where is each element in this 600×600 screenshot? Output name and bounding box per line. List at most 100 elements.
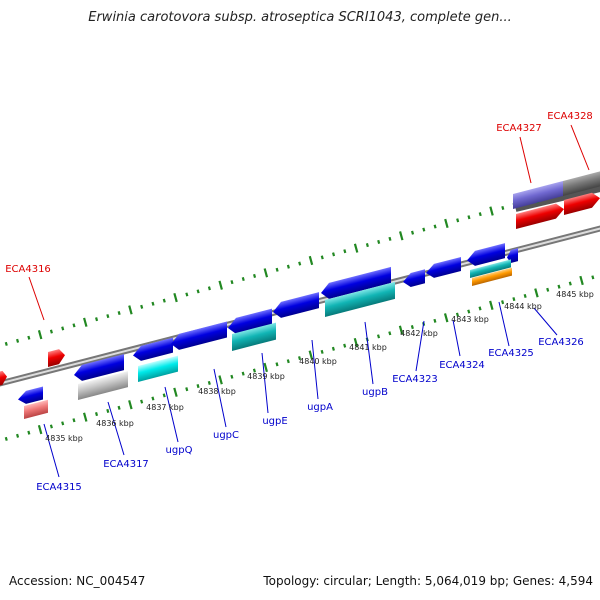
ruler-tick [207, 380, 211, 386]
ruler-tick [444, 218, 449, 229]
kbp-tick-label: 4839 kbp [247, 372, 285, 381]
gene-leader-line [164, 386, 179, 443]
ruler-tick [4, 436, 8, 441]
gene-feature-arrow[interactable] [472, 267, 512, 286]
ruler-tick [353, 243, 359, 253]
gene-feature-arrow[interactable] [228, 308, 272, 336]
gene-label[interactable]: ugpQ [166, 445, 193, 456]
ruler-tick [16, 433, 20, 438]
ruler-tick [388, 236, 392, 241]
gene-feature-arrow[interactable] [232, 322, 276, 351]
ruler-tick [456, 218, 460, 223]
gene-feature-arrow[interactable] [563, 171, 600, 196]
gene-feature-arrow[interactable] [564, 191, 600, 215]
gene-feature-arrow[interactable] [403, 269, 425, 289]
ruler-tick [218, 280, 223, 290]
gene-feature-arrow[interactable] [426, 256, 461, 280]
gene-feature-arrow[interactable] [513, 181, 563, 209]
gene-feature-arrow[interactable] [48, 348, 65, 367]
ruler-tick [388, 331, 392, 336]
gene-label[interactable]: ugpA [307, 402, 333, 413]
ruler-tick [591, 275, 595, 280]
ruler-tick [37, 330, 43, 340]
kbp-tick-label: 4835 kbp [45, 434, 83, 443]
ruler-tick [241, 371, 245, 376]
gene-label[interactable]: ECA4326 [538, 337, 584, 348]
gene-feature-arrow[interactable] [74, 354, 124, 383]
ruler-tick [399, 231, 404, 241]
kbp-tick-label: 4841 kbp [349, 343, 387, 352]
gene-label[interactable]: ugpB [362, 387, 388, 398]
gene-leader-line [519, 136, 532, 184]
gene-label[interactable]: ugpC [213, 430, 239, 441]
ruler-tick [140, 304, 144, 309]
ruler-tick [61, 421, 65, 426]
gene-leader-line [498, 301, 510, 347]
gene-label[interactable]: ECA4323 [392, 374, 438, 385]
genome-summary: Topology: circular; Length: 5,064,019 bp… [263, 574, 593, 588]
ruler-tick [579, 275, 584, 286]
gene-label[interactable]: ECA4324 [439, 360, 485, 371]
ruler-tick [377, 239, 381, 244]
gene-leader-line [415, 320, 425, 372]
kbp-tick-label: 4843 kbp [451, 315, 489, 324]
gene-feature-arrow[interactable] [171, 321, 227, 352]
gene-feature-arrow[interactable] [467, 243, 505, 268]
ruler-tick [275, 267, 279, 272]
gene-label[interactable]: ECA4315 [36, 482, 82, 493]
ruler-tick [37, 424, 43, 435]
gene-leader-line [213, 368, 227, 428]
ruler-tick [308, 255, 314, 266]
ruler-tick [398, 325, 404, 335]
gene-feature-arrow[interactable] [0, 370, 7, 388]
ruler-tick [196, 289, 200, 294]
ruler-tick [467, 215, 471, 220]
gene-leader-line [107, 401, 125, 456]
ruler-tick [523, 293, 527, 299]
ruler-tick [83, 317, 88, 327]
ruler-tick [332, 252, 336, 257]
ruler-tick [353, 337, 359, 348]
gene-label[interactable]: ugpE [262, 416, 287, 427]
ruler-tick [72, 418, 76, 423]
ruler-tick [61, 326, 65, 331]
ruler-tick [128, 400, 133, 410]
ruler-tick [241, 277, 245, 282]
gene-label[interactable]: ECA4327 [496, 123, 542, 134]
ruler-tick [230, 374, 234, 379]
gene-feature-arrow[interactable] [18, 386, 43, 406]
gene-feature-arrow[interactable] [138, 355, 178, 382]
ruler-tick [218, 375, 223, 385]
ruler-tick [106, 314, 110, 319]
ruler-tick [151, 301, 155, 306]
gene-leader-line [261, 352, 269, 414]
ruler-tick [106, 408, 110, 413]
ruler-tick [230, 280, 234, 285]
kbp-tick-label: 4840 kbp [299, 357, 337, 366]
gene-feature-arrow[interactable] [78, 371, 128, 400]
gene-label[interactable]: ECA4317 [103, 459, 149, 470]
gene-feature-arrow[interactable] [24, 399, 48, 419]
gene-feature-arrow[interactable] [321, 266, 391, 301]
ruler-tick [320, 255, 324, 260]
kbp-tick-label: 4844 kbp [504, 302, 542, 311]
kbp-tick-label: 4836 kbp [96, 419, 134, 428]
ruler-tick [422, 227, 426, 232]
gene-label[interactable]: ECA4316 [5, 264, 51, 275]
gene-feature-arrow[interactable] [273, 292, 319, 320]
ruler-tick [173, 387, 178, 397]
ruler-tick [151, 396, 155, 401]
kbp-tick-labels: 4835 kbp 4836 kbp 4837 kbp 4838 kbp 4839 kbp… [45, 290, 594, 443]
gene-feature-arrow[interactable] [516, 202, 564, 229]
ruler-tick [117, 310, 121, 316]
gene-feature-arrow[interactable] [133, 337, 173, 363]
ruler-tick [534, 288, 539, 298]
gene-feature-arrow[interactable] [325, 281, 395, 317]
gene-label[interactable]: ECA4328 [547, 111, 593, 122]
gene-label[interactable]: ECA4325 [488, 348, 534, 359]
gene-feature-arrow[interactable] [507, 248, 518, 264]
gene-feature-arrow[interactable] [470, 259, 511, 278]
gene-callouts: ECA4315 ECA4316 ECA4317 ugpQ ugpC ugpE ugpA ugp… [5, 111, 593, 493]
ruler-tick [162, 298, 166, 303]
